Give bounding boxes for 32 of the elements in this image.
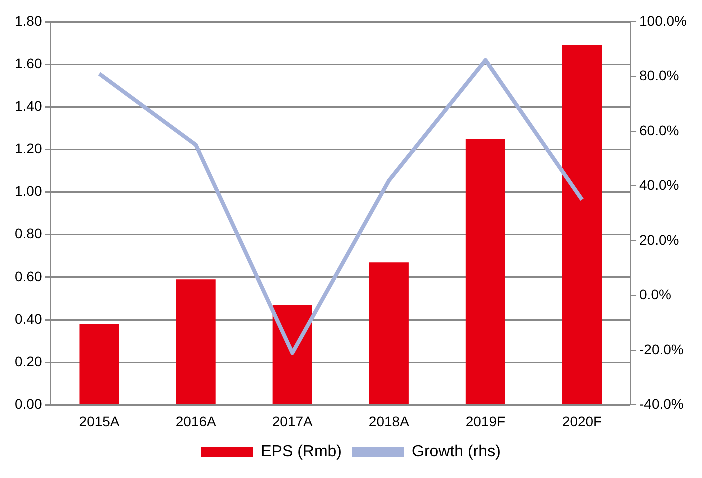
x-tick-label: 2015A	[79, 413, 120, 430]
y2-tick-label: 20.0%	[640, 232, 680, 248]
x-tick-label: 2019F	[466, 413, 506, 430]
y-tick-label: 0.60	[15, 268, 42, 284]
x-tick-label: 2020F	[562, 413, 602, 430]
y-tick-label: 1.20	[15, 140, 42, 157]
y-tick-label: 1.60	[15, 55, 42, 72]
y2-tick-label: -20.0%	[640, 341, 684, 358]
y-tick-label: 0.20	[15, 353, 42, 370]
y-tick-label: 0.80	[15, 226, 42, 242]
bar	[369, 262, 409, 404]
y-tick-label: 0.40	[15, 310, 42, 327]
y2-tick-label: 80.0%	[640, 68, 680, 84]
bar	[562, 45, 602, 404]
y-tick-label: 1.80	[15, 12, 42, 29]
bar	[176, 280, 216, 404]
y-tick-label: 1.40	[15, 98, 42, 114]
legend-label: Growth (rhs)	[412, 443, 501, 460]
x-tick-label: 2018A	[368, 413, 410, 430]
y2-tick-label: 60.0%	[640, 122, 680, 138]
x-tick-label: 2017A	[272, 413, 314, 430]
bar	[466, 139, 506, 404]
y2-tick-label: 100.0%	[640, 12, 687, 29]
y2-tick-label: 0.0%	[640, 286, 672, 303]
y2-tick-label: 40.0%	[640, 177, 680, 194]
bar	[272, 305, 312, 404]
bar	[80, 324, 120, 404]
y-tick-label: 1.00	[15, 183, 42, 200]
y-tick-label: 0.00	[15, 396, 42, 412]
x-tick-label: 2016A	[176, 413, 217, 430]
legend-label: EPS (Rmb)	[261, 443, 342, 460]
y2-tick-label: -40.0%	[640, 396, 684, 412]
